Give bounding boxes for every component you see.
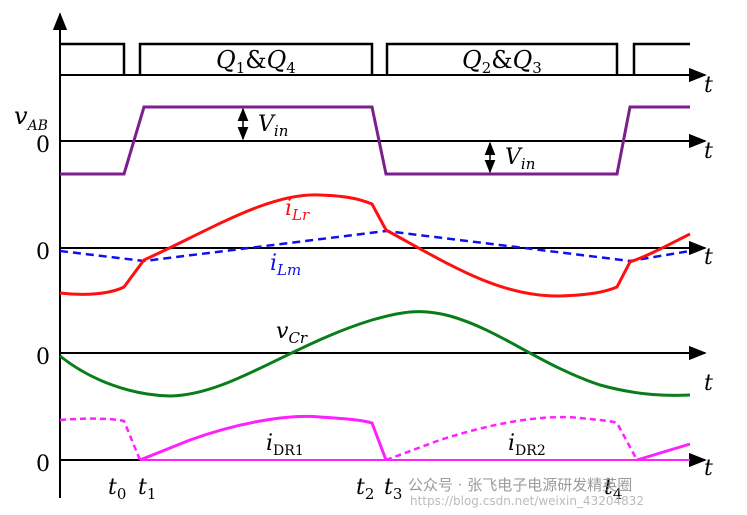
trace-v-cr — [59, 310, 691, 398]
marker-t3: t3 — [384, 475, 402, 503]
label-v-ab: vAB — [14, 102, 48, 134]
time-axes — [60, 67, 707, 468]
trace-v-ab — [60, 105, 690, 176]
marker-t4: t4 — [604, 475, 622, 503]
watermark-line1: 公众号 · 张飞电子电源研发精英圈 — [408, 476, 632, 494]
zero-vab: 0 — [36, 133, 50, 158]
t-label-vcr: t — [704, 371, 713, 396]
trace-i-dr1-dashed — [59, 417, 142, 461]
zero-labels: 0 0 0 0 — [36, 133, 50, 477]
axis-t-labels: t t t t t — [704, 73, 713, 481]
label-i-lr: iLr — [285, 196, 310, 224]
time-markers: t0 t1 t2 t3 t4 — [108, 475, 622, 503]
label-q2q3: Q2&Q3 — [462, 46, 542, 77]
zero-current: 0 — [36, 240, 50, 265]
t-label-current: t — [704, 245, 713, 270]
zero-idr: 0 — [36, 452, 50, 477]
t-label-idr: t — [704, 456, 713, 481]
label-v-cr: vCr — [276, 319, 308, 347]
t-label-drive: t — [704, 73, 713, 98]
trace-i-lr — [59, 193, 691, 298]
zero-vcr: 0 — [36, 345, 50, 370]
label-vin-lower: Vin — [505, 145, 535, 173]
label-i-dr2: iDR2 — [508, 431, 546, 459]
watermark: 公众号 · 张飞电子电源研发精英圈 https://blog.csdn.net/… — [408, 476, 644, 508]
trace-i-dr2 — [636, 442, 691, 462]
drive-upper — [60, 42, 690, 75]
watermark-line2: https://blog.csdn.net/weixin_43204832 — [410, 494, 644, 508]
label-vin-upper: Vin — [258, 112, 288, 140]
marker-t0: t0 — [108, 475, 126, 503]
drive-labels: Q1&Q4 Q2&Q3 — [216, 46, 542, 77]
trace-i-dr2-dashed — [385, 415, 639, 462]
marker-t1: t1 — [138, 475, 156, 503]
marker-t2: t2 — [356, 475, 374, 503]
t-label-vab: t — [704, 139, 713, 164]
label-i-dr1: iDR1 — [266, 431, 304, 459]
label-i-lm: iLm — [270, 251, 301, 279]
drive-pulses — [60, 42, 690, 75]
trace-i-dr1 — [139, 414, 388, 462]
label-q1q4: Q1&Q4 — [216, 46, 296, 77]
